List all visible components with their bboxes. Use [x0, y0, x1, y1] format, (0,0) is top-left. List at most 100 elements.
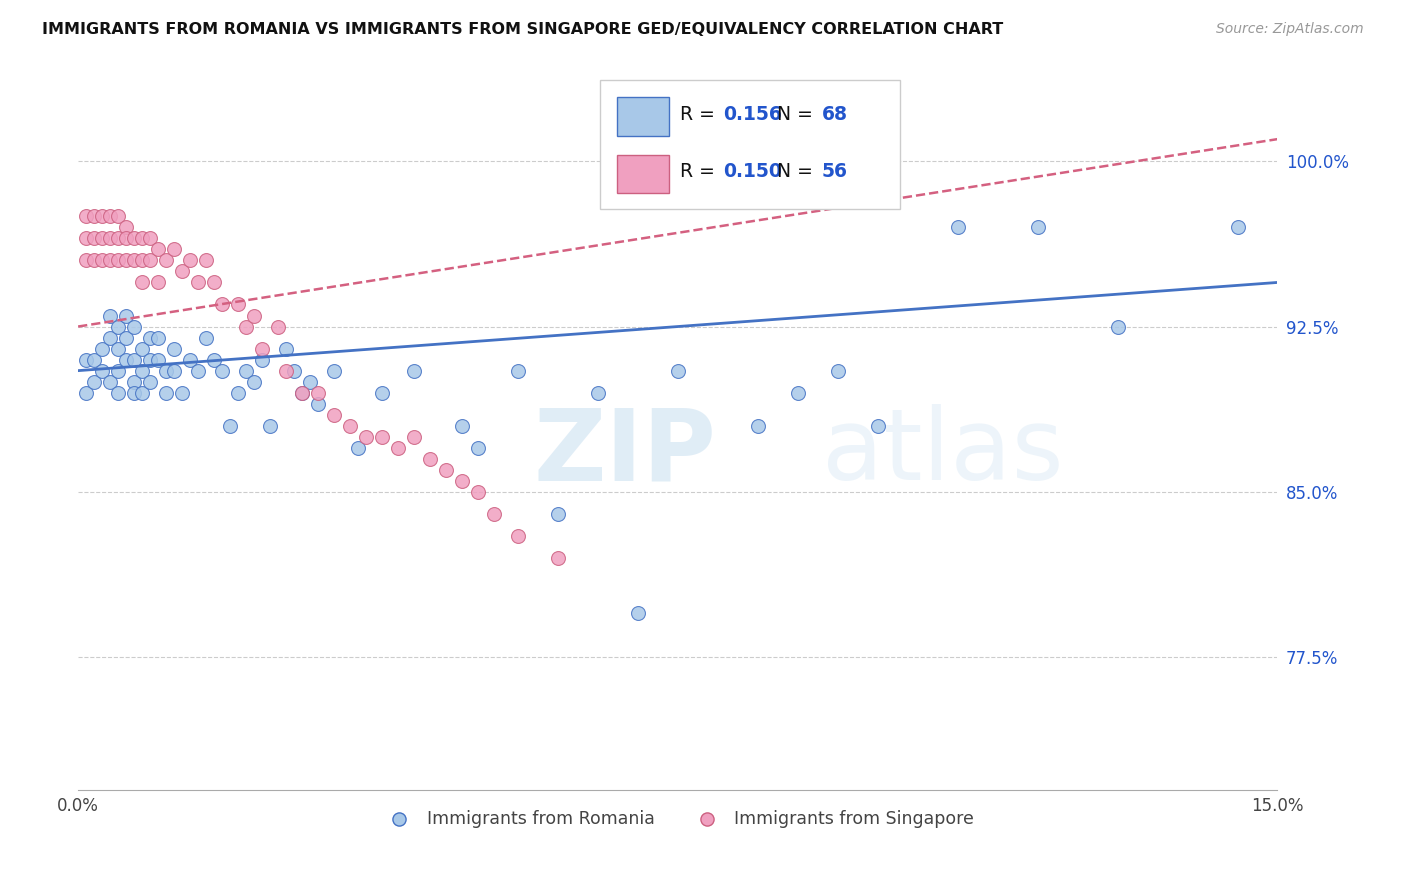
Point: [202, 352, 225, 367]
Point: [115, 309, 138, 323]
Point: [131, 276, 153, 290]
Point: [235, 364, 257, 378]
Point: [323, 408, 346, 422]
Point: [387, 441, 409, 455]
Point: [307, 397, 329, 411]
Point: [131, 231, 153, 245]
Point: [91, 231, 114, 245]
Point: [115, 231, 138, 245]
Point: [146, 352, 169, 367]
Point: [259, 418, 281, 433]
Point: [83, 352, 105, 367]
Point: [139, 375, 162, 389]
Point: [139, 253, 162, 268]
Point: [371, 385, 394, 400]
Point: [1026, 220, 1049, 235]
Point: [419, 451, 441, 466]
Point: [323, 364, 346, 378]
Point: [371, 430, 394, 444]
Point: [139, 352, 162, 367]
Text: 68: 68: [821, 105, 848, 124]
Point: [122, 319, 145, 334]
Point: [211, 364, 233, 378]
Text: N =: N =: [778, 105, 820, 124]
Point: [347, 441, 370, 455]
Point: [98, 231, 121, 245]
Point: [354, 430, 377, 444]
Point: [339, 418, 361, 433]
Text: 0.156: 0.156: [723, 105, 782, 124]
Point: [467, 441, 489, 455]
Point: [170, 385, 193, 400]
Point: [75, 209, 97, 223]
Point: [91, 253, 114, 268]
Point: [547, 551, 569, 566]
Text: Source: ZipAtlas.com: Source: ZipAtlas.com: [1216, 22, 1364, 37]
Point: [226, 385, 249, 400]
Text: 56: 56: [821, 162, 848, 181]
Point: [107, 319, 129, 334]
Point: [827, 364, 849, 378]
Point: [163, 243, 186, 257]
Point: [91, 342, 114, 356]
Point: [115, 330, 138, 344]
Point: [98, 309, 121, 323]
Point: [402, 364, 425, 378]
Point: [179, 352, 201, 367]
Point: [146, 330, 169, 344]
Point: [75, 231, 97, 245]
Point: [283, 364, 305, 378]
FancyBboxPatch shape: [617, 154, 669, 194]
Point: [83, 253, 105, 268]
Point: [434, 463, 457, 477]
Point: [98, 209, 121, 223]
Point: [163, 364, 186, 378]
Point: [946, 220, 969, 235]
Point: [267, 319, 290, 334]
Point: [786, 385, 808, 400]
Point: [75, 385, 97, 400]
Text: ZIP: ZIP: [534, 404, 717, 501]
Point: [1226, 220, 1249, 235]
Point: [98, 375, 121, 389]
FancyBboxPatch shape: [600, 80, 900, 209]
Point: [747, 418, 769, 433]
Point: [91, 209, 114, 223]
Point: [75, 253, 97, 268]
Point: [211, 297, 233, 311]
Point: [91, 364, 114, 378]
Point: [131, 342, 153, 356]
Point: [146, 276, 169, 290]
Point: [219, 418, 242, 433]
Point: [122, 385, 145, 400]
Point: [243, 375, 266, 389]
Point: [139, 330, 162, 344]
Point: [107, 385, 129, 400]
Point: [291, 385, 314, 400]
Text: R =: R =: [681, 105, 721, 124]
Point: [107, 253, 129, 268]
Text: 0.150: 0.150: [723, 162, 782, 181]
Point: [250, 352, 273, 367]
Point: [250, 342, 273, 356]
Point: [83, 209, 105, 223]
Point: [506, 529, 529, 543]
Point: [866, 418, 889, 433]
Point: [115, 352, 138, 367]
Point: [179, 253, 201, 268]
Point: [155, 364, 177, 378]
Point: [155, 253, 177, 268]
Point: [187, 364, 209, 378]
Point: [506, 364, 529, 378]
Point: [666, 364, 689, 378]
Point: [107, 364, 129, 378]
Point: [107, 209, 129, 223]
Point: [482, 507, 505, 521]
Legend: Immigrants from Romania, Immigrants from Singapore: Immigrants from Romania, Immigrants from…: [374, 803, 981, 835]
Point: [107, 342, 129, 356]
Point: [122, 231, 145, 245]
Point: [226, 297, 249, 311]
Point: [235, 319, 257, 334]
Text: atlas: atlas: [821, 404, 1063, 501]
Point: [75, 352, 97, 367]
